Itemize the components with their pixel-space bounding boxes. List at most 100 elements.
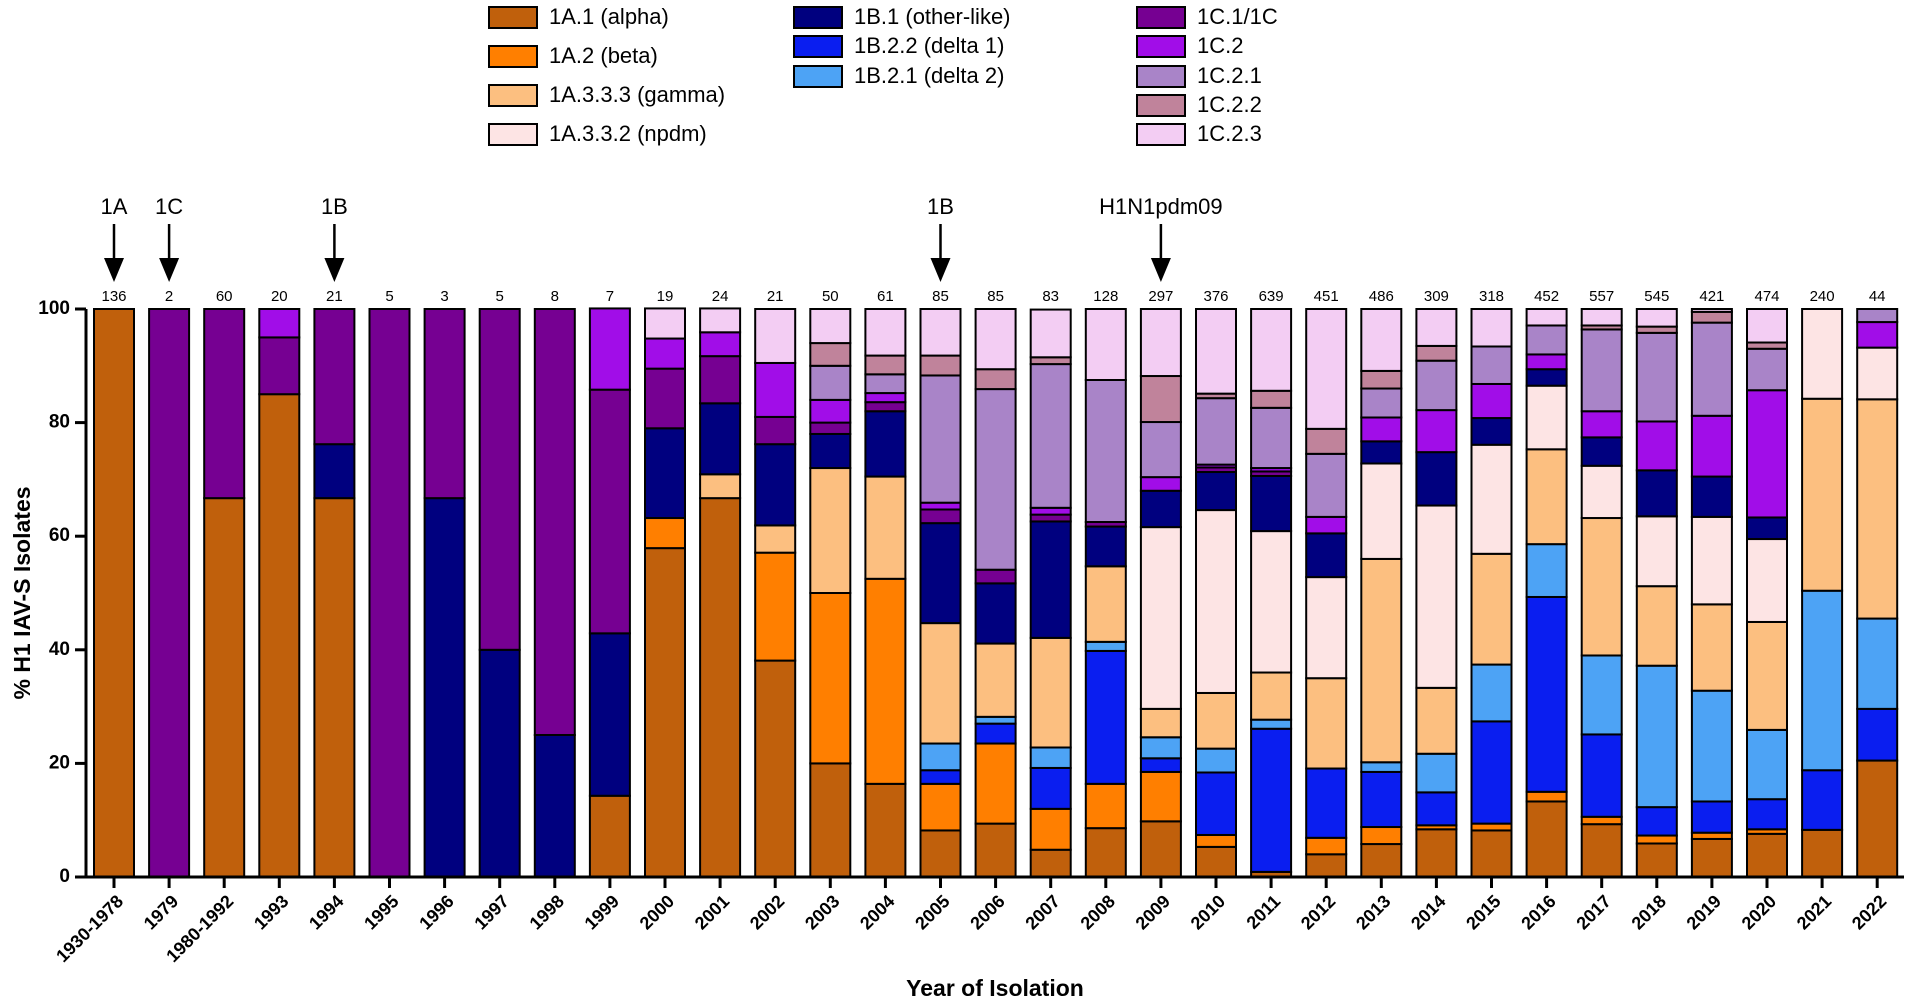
legend-swatch [1136, 94, 1186, 117]
x-tick-label: 2005 [911, 891, 953, 933]
bar-segment [1746, 538, 1788, 623]
bar-segment [1029, 356, 1072, 366]
bar-segment [919, 742, 962, 772]
bar-segment [1470, 443, 1513, 555]
sample-size-label: 7 [606, 288, 614, 305]
sample-size-label: 451 [1314, 288, 1339, 305]
bar-segment [974, 822, 1017, 878]
bar-segment [1305, 836, 1348, 856]
bar-segment [1746, 308, 1788, 344]
x-tick-label: 2016 [1517, 891, 1559, 933]
bar-segment [93, 308, 135, 878]
legend-label: 1C.2.2 [1197, 92, 1262, 117]
bar-segment [1746, 389, 1788, 519]
x-tick-label: 1997 [470, 891, 512, 933]
bar-segment [478, 648, 521, 878]
sample-size-label: 21 [326, 288, 343, 305]
sample-size-label: 136 [101, 288, 126, 305]
y-tick-label: 40 [49, 639, 70, 660]
bar-segment [1856, 398, 1899, 620]
bar-segment [699, 497, 742, 878]
legend-swatch [793, 6, 843, 29]
bar-segment [1084, 640, 1127, 652]
legend-label: 1C.2.1 [1197, 63, 1262, 88]
bar-segment [1580, 436, 1623, 467]
sample-size-label: 318 [1479, 288, 1504, 305]
bar-segment [809, 762, 852, 879]
x-tick-label: 2002 [746, 891, 788, 933]
x-tick-label: 1994 [305, 891, 347, 933]
x-tick-label: 1995 [360, 891, 402, 933]
annotation-arrowhead [104, 258, 124, 282]
bar-segment [1084, 525, 1127, 568]
bar-segment [258, 308, 301, 339]
bar-segment [754, 415, 797, 446]
bar-segment [1360, 440, 1403, 465]
sample-size-label: 20 [271, 288, 288, 305]
bar-segment [1856, 308, 1899, 324]
x-tick-label: 1930-1978 [52, 891, 127, 966]
sample-size-label: 19 [657, 288, 674, 305]
legend-label: 1C.2 [1197, 33, 1243, 58]
bar-segment [974, 568, 1017, 585]
bar-segment [1635, 420, 1678, 472]
bar-segment [974, 642, 1017, 718]
bar-segment [1856, 707, 1899, 762]
bar-segment [809, 432, 852, 470]
bar-segment [1690, 837, 1733, 878]
bar-segment [1415, 752, 1458, 794]
bar-segment [1360, 308, 1403, 372]
bar-segment [1139, 421, 1182, 479]
bar-segment [1360, 770, 1403, 829]
bar-segment [1635, 806, 1678, 837]
y-tick-label: 80 [49, 412, 70, 433]
bar-segment [1635, 585, 1678, 667]
bar-segment [1139, 526, 1182, 710]
bar-segment [1250, 406, 1293, 470]
sample-size-label: 557 [1589, 288, 1614, 305]
sample-size-label: 24 [712, 288, 729, 305]
legend-swatch [488, 123, 538, 146]
bar-segment [1690, 475, 1733, 518]
sample-size-label: 21 [767, 288, 784, 305]
bar-segment [644, 427, 686, 520]
bar-segment [588, 307, 631, 391]
bar-segment [1250, 671, 1293, 721]
bar-segment [1139, 489, 1182, 529]
bar-segment [1856, 759, 1899, 878]
bar-segment [1029, 506, 1072, 516]
bar-segment [919, 308, 962, 357]
bar-segment [1305, 427, 1348, 455]
bar-segment [1139, 736, 1182, 760]
bar-segment [588, 388, 631, 635]
sample-size-label: 545 [1644, 288, 1669, 305]
sample-size-label: 309 [1424, 288, 1449, 305]
bar-segment [1029, 308, 1072, 359]
x-tick-label: 2018 [1628, 891, 1670, 933]
bar-segment [1139, 770, 1182, 823]
x-tick-label: 2015 [1462, 891, 1504, 933]
bar-segment [1525, 800, 1568, 878]
legend-label: 1B.2.1 (delta 2) [854, 63, 1004, 88]
bar-segment [1525, 308, 1568, 327]
bar-segment [1690, 321, 1733, 417]
bar-segment [1415, 359, 1458, 412]
bar-segment [754, 524, 797, 554]
bar-segment [1580, 517, 1623, 657]
bar-segment [919, 622, 962, 745]
bar-segment [1250, 474, 1293, 533]
sample-size-label: 486 [1369, 288, 1394, 305]
bar-segment [974, 388, 1017, 571]
sample-size-label: 240 [1810, 288, 1835, 305]
bar-segment [588, 632, 631, 797]
bar-segment [1360, 462, 1403, 560]
bar-segment [1580, 410, 1623, 439]
bar-segment [919, 522, 962, 625]
bar-segment [1525, 368, 1568, 387]
legend-swatch [793, 65, 843, 88]
bar-segment [1360, 557, 1403, 764]
bar-segment [1084, 827, 1127, 878]
bar-segment [754, 443, 797, 527]
x-tick-label: 2007 [1021, 891, 1063, 933]
bar-segment [809, 421, 852, 435]
